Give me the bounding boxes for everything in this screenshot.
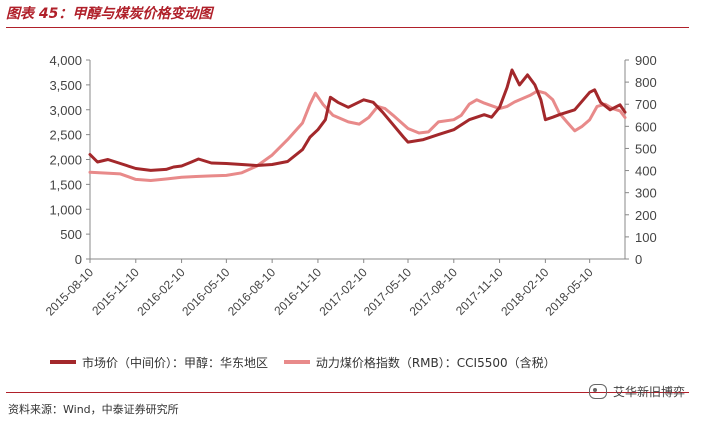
right-tick-label: 200 <box>635 208 657 223</box>
right-tick-label: 300 <box>635 186 657 201</box>
series-layer <box>88 68 627 182</box>
legend-swatch-methanol <box>50 360 76 364</box>
left-tick-label: 3,000 <box>49 103 82 118</box>
right-tick-label: 100 <box>635 230 657 245</box>
x-axis: 2015-08-102015-11-102016-02-102016-05-10… <box>43 258 625 319</box>
x-tick-label: 2017-08-10 <box>407 265 461 319</box>
legend-label-coal: 动力煤价格指数（RMB）：CCI5500（含税） <box>315 355 556 370</box>
right-tick-label: 0 <box>635 252 642 267</box>
right-tick-label: 700 <box>635 97 657 112</box>
x-tick-label: 2015-11-10 <box>89 265 142 318</box>
x-tick-label: 2017-05-10 <box>361 265 415 319</box>
x-tick-label: 2016-08-10 <box>225 265 279 319</box>
left-tick-label: 0 <box>75 252 82 267</box>
right-tick-label: 500 <box>635 141 657 156</box>
legend: 市场价（中间价）：甲醇：华东地区 动力煤价格指数（RMB）：CCI5500（含税… <box>50 353 568 371</box>
x-tick-label: 2017-11-10 <box>453 265 506 318</box>
watermark: 艾华新旧博弈 <box>588 383 685 400</box>
bottom-rule <box>6 392 689 393</box>
legend-item-coal: 动力煤价格指数（RMB）：CCI5500（含税） <box>283 354 556 371</box>
right-tick-label: 900 <box>635 53 657 68</box>
x-tick-label: 2015-08-10 <box>43 265 97 319</box>
source-note: 资料来源：Wind，中泰证券研究所 <box>8 403 179 416</box>
x-tick-label: 2016-05-10 <box>179 265 233 319</box>
left-tick-label: 1,000 <box>49 202 82 217</box>
left-tick-label: 500 <box>60 227 82 242</box>
left-tick-label: 1,500 <box>49 177 82 192</box>
right-axis: 0 100 200 300 400 500 600 700 800 900 <box>624 53 657 267</box>
left-tick-label: 2,000 <box>49 153 82 168</box>
right-tick-label: 600 <box>635 119 657 134</box>
left-tick-label: 2,500 <box>49 128 82 143</box>
series-line-coal <box>88 89 627 182</box>
wechat-icon <box>588 384 607 399</box>
left-tick-label: 4,000 <box>49 53 82 68</box>
legend-swatch-coal <box>283 360 310 364</box>
x-tick-label: 2018-05-10 <box>542 265 596 319</box>
watermark-text: 艾华新旧博弈 <box>612 385 685 399</box>
right-tick-label: 800 <box>635 75 657 90</box>
title-rule <box>6 27 689 28</box>
series-line-methanol <box>88 68 627 172</box>
right-tick-label: 400 <box>635 164 657 179</box>
chart-title: 图表 45：甲醇与煤炭价格变动图 <box>6 6 213 22</box>
legend-label-methanol: 市场价（中间价）：甲醇：华东地区 <box>82 355 269 370</box>
x-tick-label: 2016-11-10 <box>271 265 324 318</box>
left-axis: 0 500 1,000 1,500 2,000 2,500 3,000 3,500 4,000 <box>49 53 91 267</box>
left-tick-label: 3,500 <box>49 78 82 93</box>
legend-item-methanol: 市场价（中间价）：甲醇：华东地区 <box>50 354 268 371</box>
